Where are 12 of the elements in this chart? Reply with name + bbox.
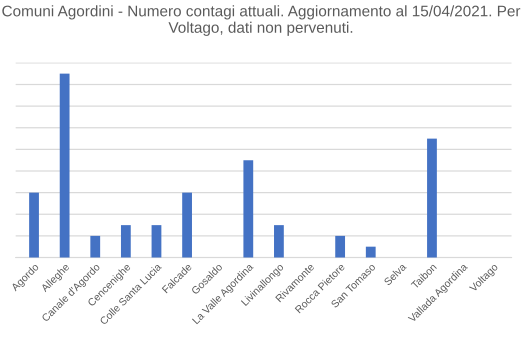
bar [274,225,284,258]
bar [90,236,100,258]
bar [29,192,39,258]
bar [60,74,70,258]
chart-title: Comuni Agordini - Numero contagi attuali. Aggiornamento al 15/04/2021. Per Voltago, dati non pervenuti. [2,5,520,36]
bar [335,236,346,258]
bar [182,192,192,258]
bar [427,138,437,258]
bar [243,160,254,258]
bar [152,225,162,258]
bar [120,225,131,258]
bar [366,246,376,258]
